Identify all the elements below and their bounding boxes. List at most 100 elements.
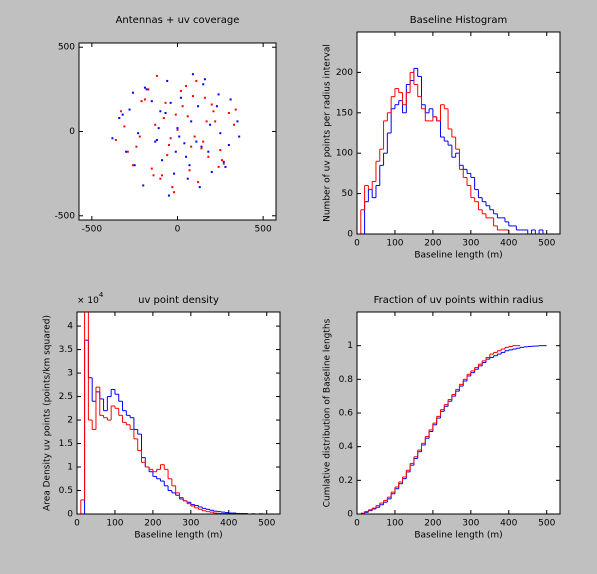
- scatter-point: [185, 84, 188, 87]
- scatter-point: [152, 174, 155, 177]
- y-tick-label: 2.5: [59, 392, 73, 402]
- scatter-point: [138, 135, 141, 138]
- scatter-point: [142, 184, 145, 187]
- scatter-point: [207, 150, 210, 153]
- x-tick-label: 500: [538, 519, 555, 529]
- x-tick-label: 300: [462, 519, 479, 529]
- y-tick-label: 0: [347, 510, 353, 520]
- scatter-point: [234, 108, 237, 111]
- scatter-point: [198, 186, 201, 189]
- y-tick-label: 0: [69, 127, 75, 137]
- x-tick-label: 100: [386, 519, 403, 529]
- plot-marks: [360, 67, 547, 234]
- x-tick-label: 0: [354, 239, 360, 249]
- scatter-point: [155, 138, 158, 141]
- scatter-point: [217, 165, 220, 168]
- scatter-point: [233, 123, 236, 126]
- chart-title: uv point density: [138, 295, 219, 306]
- scatter-point: [202, 83, 205, 86]
- scatter-point: [164, 101, 167, 104]
- scatter-point: [215, 105, 218, 108]
- y-exponent-label: × 104: [77, 291, 104, 306]
- scatter-point: [190, 120, 193, 123]
- x-tick-label: 200: [144, 519, 161, 529]
- scatter-point: [197, 181, 200, 184]
- scatter-point: [227, 143, 230, 146]
- chart-title: Baseline Histogram: [410, 15, 507, 26]
- x-tick-label: 200: [424, 519, 441, 529]
- scatter-point: [167, 194, 170, 197]
- scatter-point: [119, 110, 122, 113]
- scatter-point: [143, 86, 146, 89]
- plot-marks: [360, 345, 547, 514]
- scatter-point: [222, 160, 225, 163]
- scatter-point: [157, 127, 160, 130]
- scatter-point: [143, 98, 146, 101]
- axes-box: [356, 31, 561, 235]
- scatter-point: [191, 95, 194, 98]
- x-axis-label: Baseline length (m): [134, 531, 222, 541]
- scatter-point: [140, 100, 143, 103]
- scatter-point: [176, 127, 179, 130]
- scatter-point: [185, 155, 188, 158]
- y-tick-label: 0.8: [339, 375, 354, 385]
- scatter-point: [166, 79, 169, 82]
- y-tick-label: 50: [342, 189, 354, 199]
- x-tick-label: 0: [74, 519, 80, 529]
- scatter-point: [222, 162, 225, 165]
- scatter-point: [217, 93, 220, 96]
- scatter-point: [135, 145, 138, 148]
- x-tick-label: 500: [255, 225, 272, 235]
- scatter-point: [125, 150, 128, 153]
- chart-title: Antennas + uv coverage: [116, 15, 240, 26]
- scatter-point: [173, 172, 176, 175]
- y-tick-label: 2: [67, 416, 73, 426]
- scatter-point: [236, 120, 239, 123]
- axes-box: [76, 311, 281, 515]
- x-tick-label: 100: [386, 239, 403, 249]
- scatter-point: [114, 138, 117, 141]
- scatter-point: [131, 91, 134, 94]
- x-tick-label: 500: [538, 239, 555, 249]
- scatter-point: [200, 147, 203, 150]
- x-tick-label: 500: [258, 519, 275, 529]
- scatter-point: [221, 159, 224, 162]
- scatter-point: [164, 111, 167, 114]
- y-tick-label: 3: [67, 369, 73, 379]
- scatter-point: [179, 96, 182, 99]
- scatter-point: [197, 105, 200, 108]
- scatter-point: [159, 110, 162, 113]
- scatter-point: [173, 191, 176, 194]
- y-tick-label: 1: [67, 463, 73, 473]
- exponent-base: × 10: [77, 296, 99, 306]
- scatter-point: [224, 165, 227, 168]
- plot-area: [77, 312, 280, 514]
- y-tick-label: 0.5: [59, 486, 73, 496]
- scatter-point: [203, 78, 206, 81]
- scatter-point: [178, 135, 181, 138]
- y-tick-label: 1: [347, 341, 353, 351]
- scatter-point: [147, 88, 150, 91]
- scatter-point: [202, 140, 205, 143]
- scatter-point: [111, 137, 114, 140]
- scatter-point: [186, 177, 189, 180]
- y-axis-label: Number of uv points per radius interval: [323, 44, 333, 222]
- scatter-point: [169, 101, 172, 104]
- x-tick-label: 0: [175, 225, 181, 235]
- x-tick-label: 0: [354, 519, 360, 529]
- scatter-point: [179, 90, 182, 93]
- x-axis-label: Baseline length (m): [414, 531, 502, 541]
- plot-marks: [111, 73, 241, 197]
- y-tick-label: 0.2: [339, 476, 353, 486]
- scatter-point: [121, 113, 124, 116]
- x-axis-label: Baseline length (m): [414, 251, 502, 261]
- scatter-point: [162, 117, 165, 120]
- scatter-point: [176, 128, 179, 131]
- x-tick-label: 400: [220, 519, 237, 529]
- scatter-point: [174, 150, 177, 153]
- scatter-point: [169, 137, 172, 140]
- scatter-point: [155, 74, 158, 77]
- x-tick-label: -500: [82, 225, 103, 235]
- scatter-point: [191, 73, 194, 76]
